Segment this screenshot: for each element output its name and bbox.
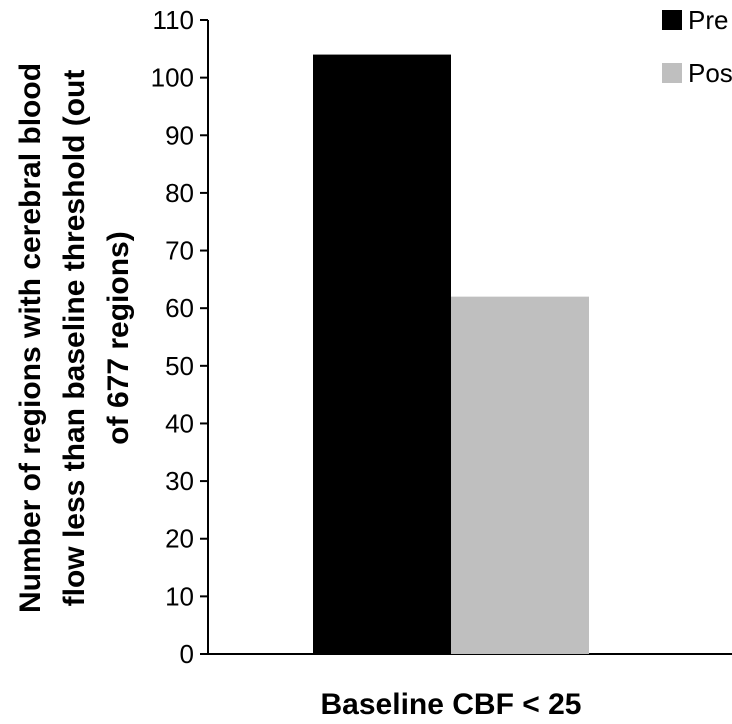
y-tick-label: 30 <box>165 466 194 496</box>
y-tick-label: 100 <box>151 63 194 93</box>
legend-label-pos: Pos <box>688 58 732 88</box>
y-tick-label: 40 <box>165 408 194 438</box>
y-tick-label: 110 <box>153 5 194 35</box>
y-tick-label: 0 <box>180 639 194 669</box>
y-tick-label: 60 <box>165 293 194 323</box>
bars <box>313 54 589 655</box>
legend: Pre Pos <box>662 5 732 88</box>
y-tick-label: 90 <box>165 120 194 150</box>
legend-swatch-pre <box>662 10 682 30</box>
legend-swatch-pos <box>662 63 682 83</box>
bar-pre <box>313 54 451 655</box>
y-tick-label: 80 <box>165 178 194 208</box>
y-ticks: 0 10 20 30 40 50 60 70 80 90 100 110 <box>151 5 208 669</box>
y-axis-title: Number of regions with cerebral blood fl… <box>14 63 135 613</box>
legend-label-pre: Pre <box>688 5 728 35</box>
y-axis-title-line-3: of 677 regions) <box>102 231 135 444</box>
x-axis-category-label: Baseline CBF < 25 <box>321 688 582 721</box>
y-tick-label: 20 <box>165 524 194 554</box>
bar-pos <box>451 296 589 654</box>
y-tick-label: 70 <box>165 236 194 266</box>
y-axis-title-line-1: Number of regions with cerebral blood <box>14 63 47 613</box>
y-axis-title-line-2: flow less than baseline threshold (out <box>58 70 91 607</box>
y-tick-label: 50 <box>165 351 194 381</box>
y-tick-label: 10 <box>165 581 194 611</box>
